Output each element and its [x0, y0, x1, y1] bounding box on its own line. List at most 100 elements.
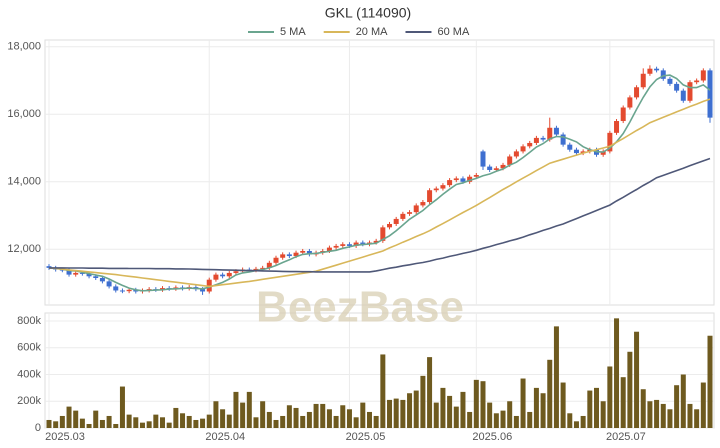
candle-body — [280, 254, 286, 258]
candle-body — [133, 289, 139, 292]
volume-bar — [126, 414, 132, 428]
candle-body — [233, 271, 239, 273]
candle-body — [113, 286, 119, 291]
candle-body — [500, 164, 506, 169]
candle-body — [560, 134, 566, 145]
volume-bar — [93, 410, 99, 428]
candle-body — [353, 242, 359, 246]
candle-body — [407, 212, 413, 214]
candle-body — [513, 151, 519, 157]
volume-bar — [66, 406, 72, 428]
volume-bar — [260, 401, 266, 428]
volume-bar — [700, 382, 706, 428]
candle-body — [420, 202, 426, 206]
candle-body — [700, 70, 706, 81]
candle-body — [587, 149, 593, 152]
candle-body — [573, 149, 579, 154]
candle-body — [266, 262, 272, 268]
volume-bar — [620, 377, 626, 428]
volume-bar — [79, 418, 85, 428]
ma-line — [48, 74, 711, 292]
volume-bar — [413, 390, 419, 428]
candle-body — [640, 73, 646, 88]
volume-bar — [173, 407, 179, 428]
candle-body — [507, 156, 513, 165]
volume-bar — [647, 401, 653, 428]
volume-bar — [193, 419, 199, 428]
volume-bar — [240, 402, 246, 428]
x-tick-label: 2025.04 — [205, 431, 245, 443]
volume-bar — [447, 395, 453, 428]
candle-body — [540, 137, 546, 140]
volume-bar — [654, 399, 660, 428]
volume-bar — [660, 403, 666, 428]
volume-bar — [213, 401, 219, 428]
candle-body — [260, 267, 266, 269]
candle-body — [160, 288, 166, 290]
candle-body — [687, 82, 693, 101]
volume-bar — [226, 414, 232, 428]
y-tick-label: 0 — [35, 422, 41, 434]
candle-body — [226, 272, 232, 277]
volume-bar — [273, 419, 279, 428]
volume-bar — [86, 423, 92, 428]
candle-body — [607, 132, 613, 152]
ma-line — [49, 157, 711, 273]
volume-bar — [286, 405, 292, 428]
candle-body — [654, 68, 660, 71]
volume-bar — [139, 422, 145, 428]
volume-bar — [253, 417, 259, 428]
watermark: BeezBase — [256, 283, 464, 332]
volume-bar — [326, 409, 332, 428]
volume-bar — [220, 409, 226, 428]
volume-bar — [627, 351, 633, 428]
candle-body — [99, 277, 105, 282]
volume-bar — [373, 415, 379, 428]
volume-bar — [513, 415, 519, 428]
volume-bar — [106, 415, 112, 428]
candle-body — [387, 223, 393, 228]
x-tick-label: 2025.07 — [606, 431, 646, 443]
volume-bar — [407, 393, 413, 428]
candle-body — [467, 176, 473, 182]
volume-bar — [460, 391, 466, 428]
volume-bar — [320, 403, 326, 428]
candle-body — [373, 240, 379, 243]
volume-bar — [507, 401, 513, 428]
chart-title: GKL (114090) — [325, 5, 411, 21]
candle-body — [213, 274, 219, 280]
candle-body — [527, 142, 533, 147]
volume-bar — [573, 421, 579, 428]
volume-bar — [99, 419, 105, 428]
volume-bar — [567, 413, 573, 428]
candle-body — [707, 70, 713, 118]
volume-bar — [533, 387, 539, 428]
volume-bar — [113, 423, 119, 428]
volume-bar — [687, 403, 693, 428]
volume-bar — [306, 411, 312, 428]
volume-bar — [667, 409, 673, 428]
volume-bar — [440, 387, 446, 428]
volume-bar — [493, 413, 499, 428]
candle-body — [600, 151, 606, 155]
volume-bar — [674, 385, 680, 428]
volume-bar — [233, 391, 239, 428]
volume-bar — [186, 415, 192, 428]
volume-bar — [380, 354, 386, 428]
candle-body — [253, 268, 259, 271]
x-tick-label: 2025.05 — [346, 431, 386, 443]
y-tick-label: 200k — [17, 395, 41, 407]
volume-bar — [280, 415, 286, 428]
y-tick-label: 400k — [17, 368, 41, 380]
candle-body — [400, 213, 406, 219]
candle-body — [660, 70, 666, 79]
candle-body — [547, 127, 553, 140]
y-tick-label: 600k — [17, 342, 41, 354]
volume-bar — [600, 401, 606, 428]
volume-bar — [46, 419, 52, 428]
volume-bar — [707, 335, 713, 428]
volume-bar — [393, 398, 399, 428]
candle-body — [680, 90, 686, 101]
